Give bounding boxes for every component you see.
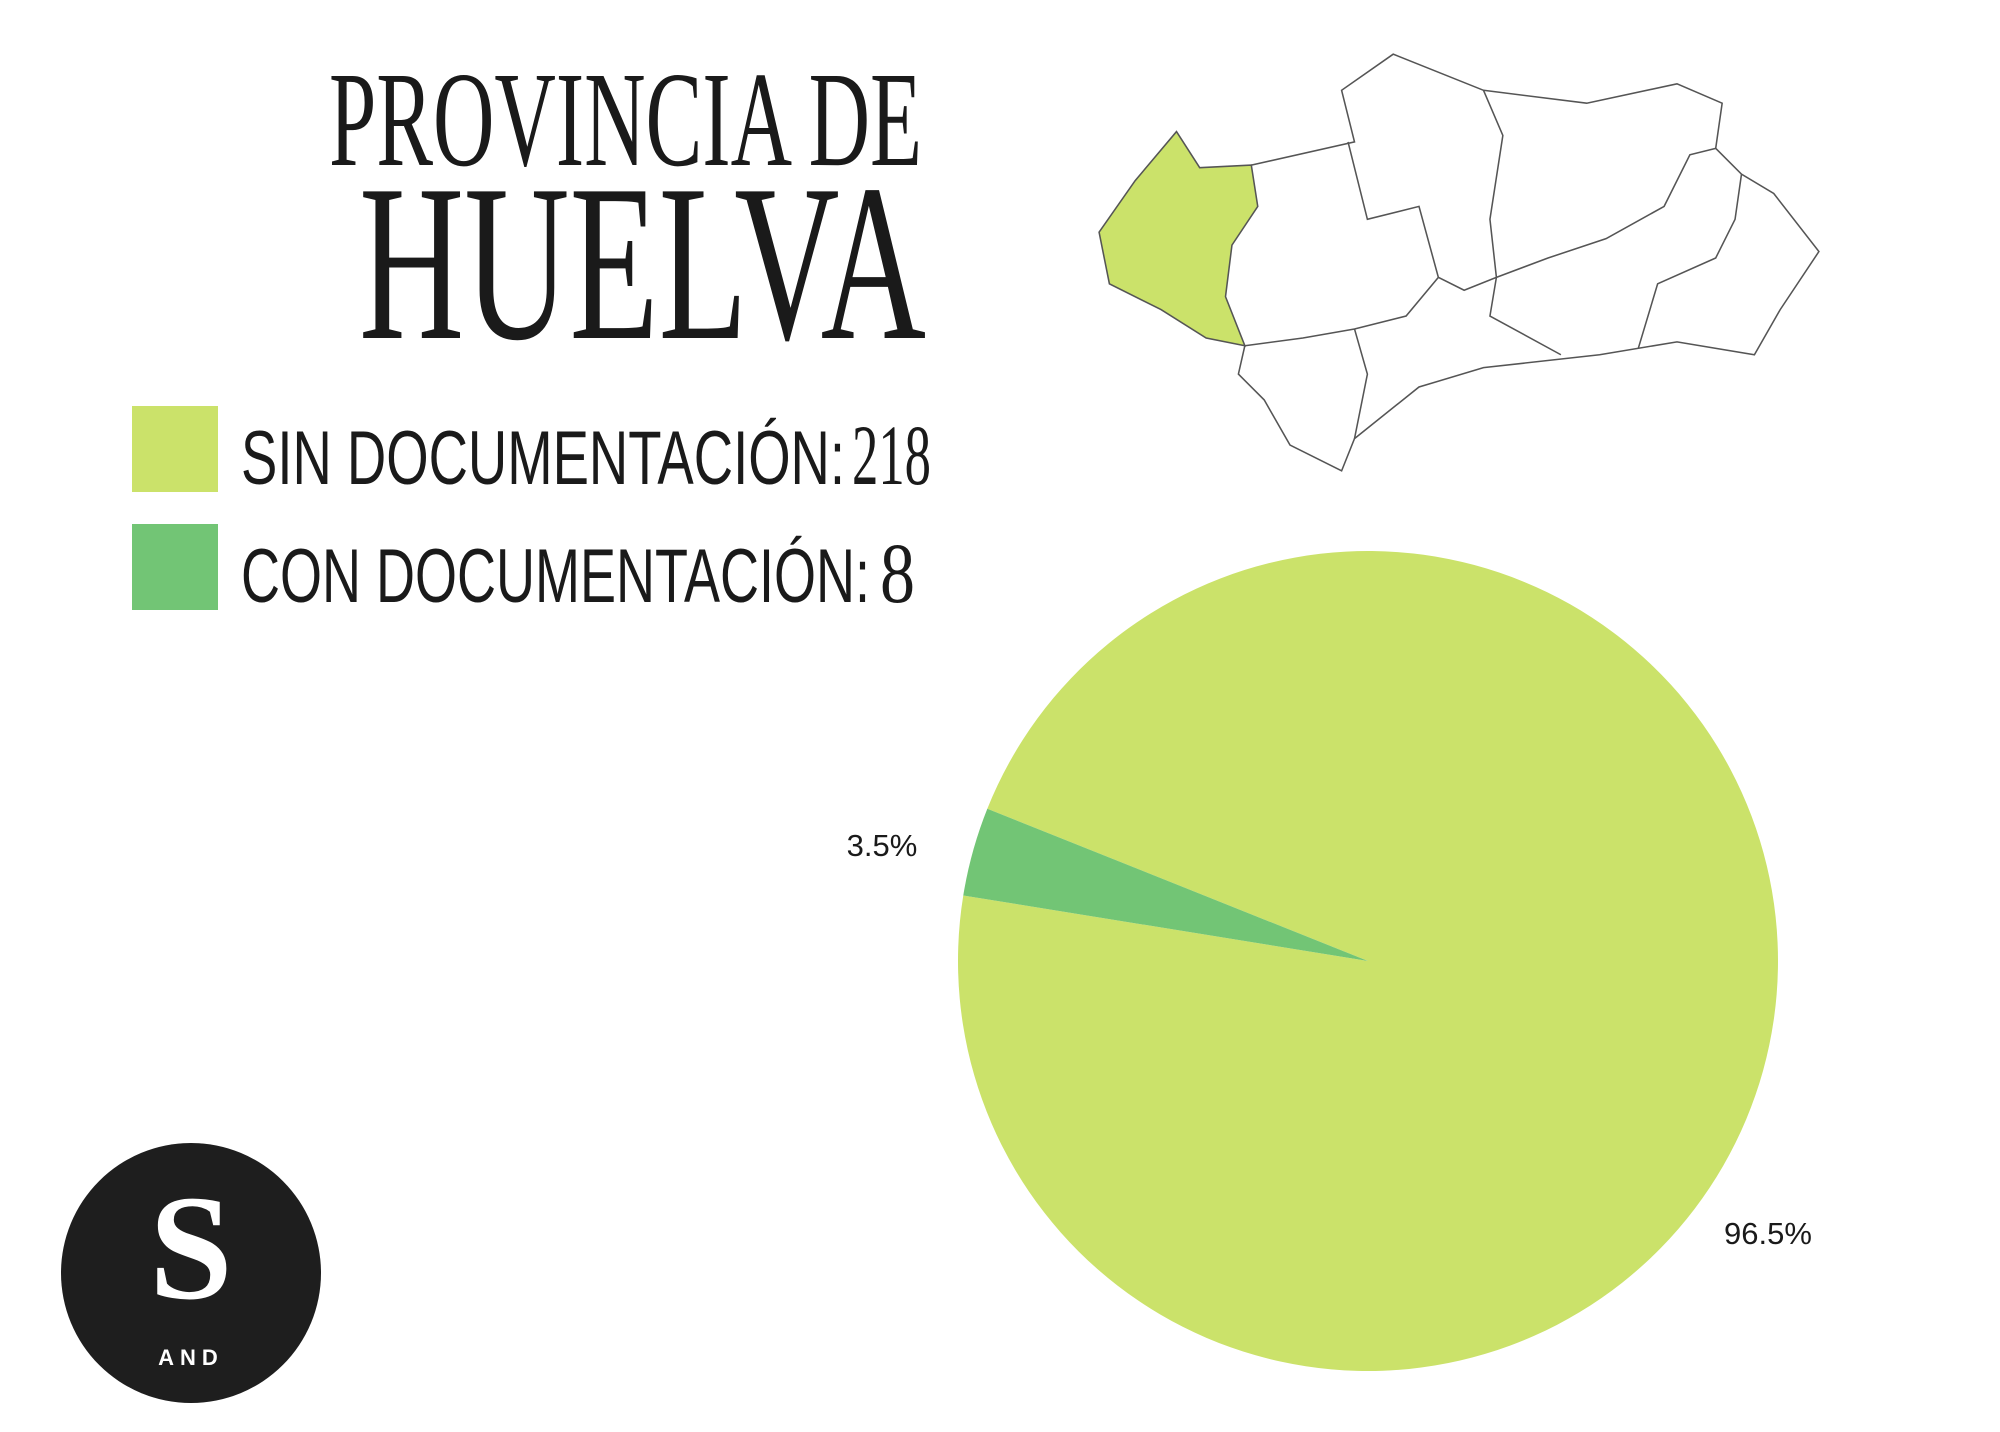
logo-letter: S xyxy=(149,1165,232,1331)
pie-slice xyxy=(963,808,1368,961)
legend-count: 218 xyxy=(852,407,931,503)
logo-text: AND xyxy=(158,1345,224,1370)
value-label: 3.5% xyxy=(847,828,918,863)
pie: 96.5% 3.5% xyxy=(847,550,1812,1371)
region-map xyxy=(1098,53,1820,472)
legend: SIN DOCUMENTACIÓN: 218 CON DOCUMENTACIÓN: 8 xyxy=(132,406,931,621)
value-label: 96.5% xyxy=(1724,1216,1812,1251)
legend-swatch xyxy=(132,406,218,492)
pie-slice xyxy=(958,550,1778,1371)
logo-circle xyxy=(61,1143,321,1403)
chart-subtitle: HUELVA xyxy=(359,139,926,387)
legend-count: 8 xyxy=(880,525,915,621)
chart-title: PROVINCIA DE xyxy=(329,45,922,195)
legend-label: CON DOCUMENTACIÓN: xyxy=(241,534,870,619)
legend-swatch xyxy=(132,524,218,610)
legend-label: SIN DOCUMENTACIÓN: xyxy=(241,416,845,501)
